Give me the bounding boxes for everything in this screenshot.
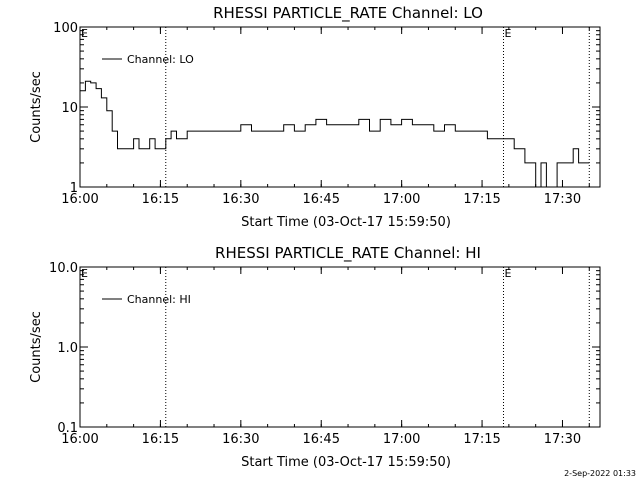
plot-frame: [79, 266, 601, 428]
y-tick-label: 10: [61, 101, 78, 116]
event-marker-label: E: [505, 27, 512, 40]
x-tick-label: 16:45: [303, 432, 340, 447]
x-tick-label: 16:30: [222, 432, 259, 447]
chart-title: RHESSI PARTICLE_RATE Channel: HI: [215, 244, 481, 263]
series-line: [80, 80, 590, 188]
chart-title: RHESSI PARTICLE_RATE Channel: LO: [213, 4, 483, 23]
plot-frame: [79, 26, 601, 188]
panel-hi: RHESSI PARTICLE_RATE Channel: HI 16:00 16…: [29, 244, 601, 470]
x-tick-label: 17:15: [463, 432, 500, 447]
y-axis-label: Counts/sec: [29, 71, 44, 143]
y-axis-label: Counts/sec: [29, 311, 44, 383]
footer-timestamp: 2-Sep-2022 01:33: [564, 469, 636, 478]
x-tick-label: 16:00: [61, 192, 98, 207]
x-axis-label: Start Time (03-Oct-17 15:59:50): [241, 215, 451, 230]
panel-lo: RHESSI PARTICLE_RATE Channel: LO 16:00 16…: [29, 4, 601, 230]
y-tick-label: 1: [70, 181, 78, 196]
x-tick-label: 17:00: [383, 192, 420, 207]
event-marker-label: E: [505, 267, 512, 280]
x-tick-label: 16:45: [303, 192, 340, 207]
x-tick-label: 17:00: [383, 432, 420, 447]
x-tick-label: 16:15: [142, 192, 179, 207]
x-tick-label: 16:30: [222, 192, 259, 207]
y-tick-label: 100: [53, 21, 78, 36]
x-tick-label: 17:30: [544, 192, 581, 207]
x-axis-label: Start Time (03-Oct-17 15:59:50): [241, 455, 451, 470]
event-marker-label: E: [81, 27, 88, 40]
plot-marks: 16:00 16:15 16:30 16:45 17:00 17:15 17:30 0.1 1.…: [49, 261, 600, 447]
legend-label: Channel: HI: [127, 293, 191, 306]
legend-label: Channel: LO: [127, 53, 194, 66]
event-marker-label: E: [81, 267, 88, 280]
legend: Channel: HI: [102, 293, 191, 306]
y-tick-label: 1.0: [57, 341, 78, 356]
x-tick-label: 16:15: [142, 432, 179, 447]
x-tick-label: 17:15: [463, 192, 500, 207]
y-tick-label: 0.1: [57, 421, 78, 436]
x-tick-label: 16:00: [61, 432, 98, 447]
y-tick-label: 10.0: [49, 261, 78, 276]
plot-marks: 16:00 16:15 16:30 16:45 17:00 17:15 17:30 1 10 10…: [53, 21, 600, 207]
legend: Channel: LO: [102, 53, 194, 66]
x-tick-label: 17:30: [544, 432, 581, 447]
